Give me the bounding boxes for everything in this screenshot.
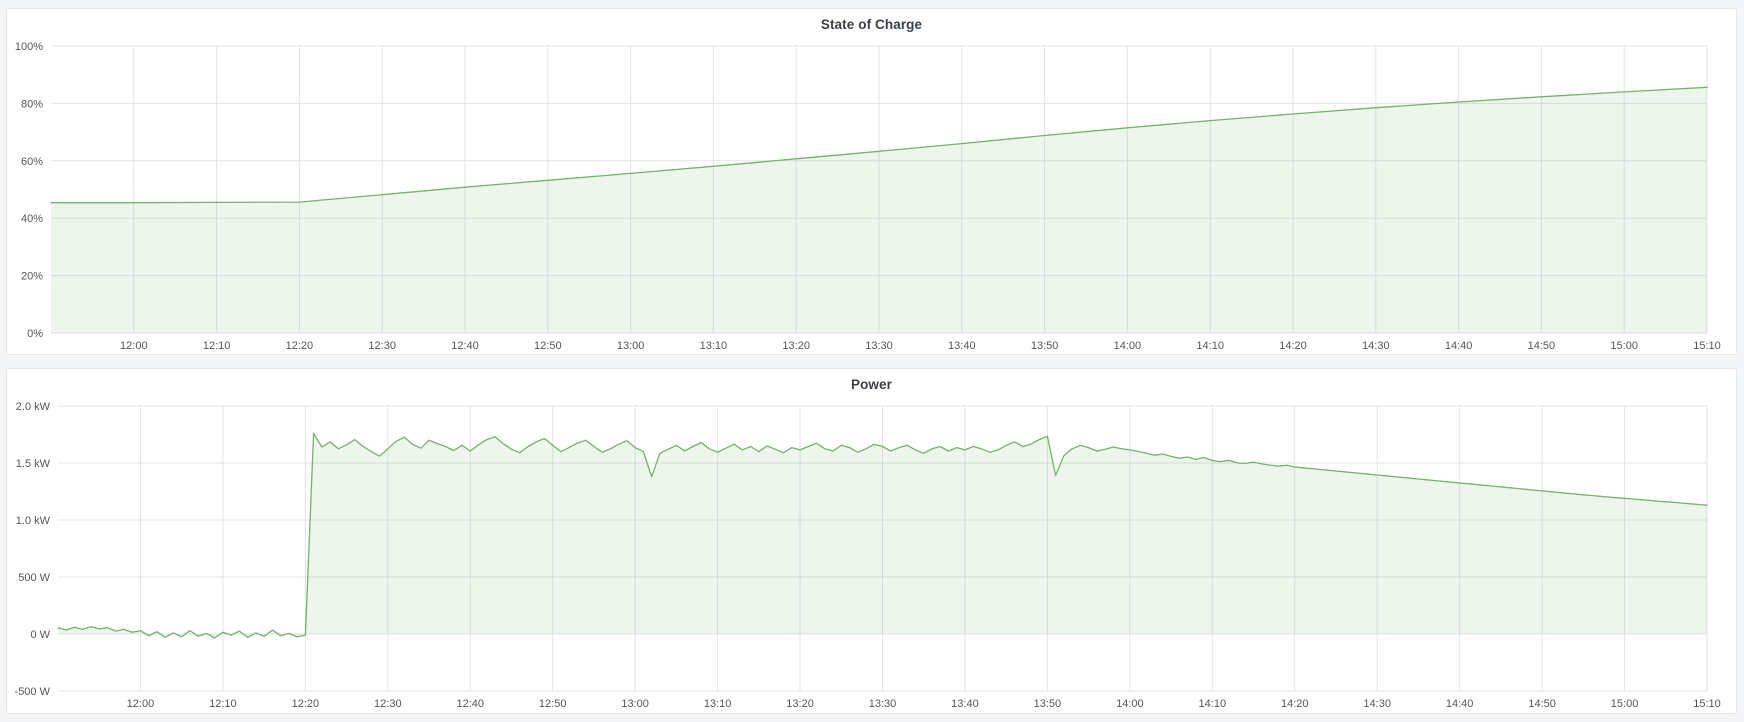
x-tick-label: 12:10 <box>203 340 231 352</box>
x-tick-label: 15:00 <box>1610 340 1638 352</box>
state-of-charge-chart[interactable]: 0% 20% 40% 60% 80% 100% 12:00 12:10 12:20 12:30 12… <box>7 9 1736 354</box>
x-tick-label: 12:50 <box>539 698 567 710</box>
x-tick-label: 14:10 <box>1196 340 1224 352</box>
x-tick-label: 14:10 <box>1199 698 1227 710</box>
x-tick-label: 12:10 <box>209 698 237 710</box>
panel-power: Power -500 W 0 W 500 W 1.0 kW 1.5 kW 2.0 kW 12… <box>6 368 1737 714</box>
x-tick-label: 14:30 <box>1362 340 1390 352</box>
x-tick-label: 13:20 <box>786 698 814 710</box>
series-line <box>57 432 1708 639</box>
x-tick-label: 14:00 <box>1116 698 1144 710</box>
x-tick-label: 12:20 <box>292 698 320 710</box>
x-tick-label: 14:40 <box>1445 340 1473 352</box>
y-tick-label: 60% <box>21 156 43 168</box>
x-tick-label: 13:30 <box>869 698 897 710</box>
x-tick-label: 15:10 <box>1693 698 1721 710</box>
y-tick-label: -500 W <box>15 686 51 698</box>
x-tick-label: 12:00 <box>127 698 155 710</box>
x-tick-label: 12:00 <box>120 340 148 352</box>
x-tick-label: 14:50 <box>1528 340 1556 352</box>
x-tick-label: 13:40 <box>951 698 979 710</box>
y-tick-label: 100% <box>15 41 43 53</box>
x-tick-label: 13:00 <box>617 340 645 352</box>
series-line <box>50 86 1708 204</box>
x-tick-label: 13:30 <box>865 340 893 352</box>
panel-state-of-charge: State of Charge 0% 20% 40% 60% 80% 100% 12:00 1… <box>6 8 1737 355</box>
panel-title-state-of-charge[interactable]: State of Charge <box>820 16 923 32</box>
panel-title-power[interactable]: Power <box>850 376 892 392</box>
y-tick-label: 2.0 kW <box>16 401 51 413</box>
power-chart[interactable]: -500 W 0 W 500 W 1.0 kW 1.5 kW 2.0 kW 12:00 12:… <box>7 369 1736 713</box>
x-tick-label: 12:40 <box>451 340 479 352</box>
x-tick-label: 14:40 <box>1446 698 1474 710</box>
x-tick-label: 12:20 <box>286 340 314 352</box>
x-tick-label: 12:30 <box>368 340 396 352</box>
y-tick-label: 20% <box>21 271 43 283</box>
x-tick-label: 12:40 <box>456 698 484 710</box>
series-area <box>58 433 1707 638</box>
x-tick-label: 13:20 <box>782 340 810 352</box>
y-tick-label: 1.0 kW <box>16 515 51 527</box>
x-tick-label: 13:10 <box>704 698 732 710</box>
x-tick-label: 13:10 <box>700 340 728 352</box>
x-tick-label: 14:20 <box>1279 340 1307 352</box>
y-tick-label: 1.5 kW <box>16 458 51 470</box>
x-tick-label: 13:50 <box>1031 340 1059 352</box>
y-tick-label: 500 W <box>18 572 50 584</box>
x-tick-label: 15:10 <box>1693 340 1721 352</box>
x-tick-label: 14:50 <box>1528 698 1556 710</box>
x-tick-label: 12:30 <box>374 698 402 710</box>
x-tick-label: 15:00 <box>1611 698 1639 710</box>
x-tick-label: 13:40 <box>948 340 976 352</box>
x-tick-label: 13:00 <box>621 698 649 710</box>
y-tick-label: 0 W <box>30 629 50 641</box>
y-tick-label: 0% <box>27 328 43 340</box>
series-area <box>51 87 1707 333</box>
y-tick-label: 80% <box>21 98 43 110</box>
x-tick-label: 12:50 <box>534 340 562 352</box>
y-tick-label: 40% <box>21 213 43 225</box>
x-tick-label: 14:30 <box>1363 698 1391 710</box>
x-tick-label: 13:50 <box>1034 698 1062 710</box>
x-tick-label: 14:20 <box>1281 698 1309 710</box>
x-tick-label: 14:00 <box>1114 340 1142 352</box>
